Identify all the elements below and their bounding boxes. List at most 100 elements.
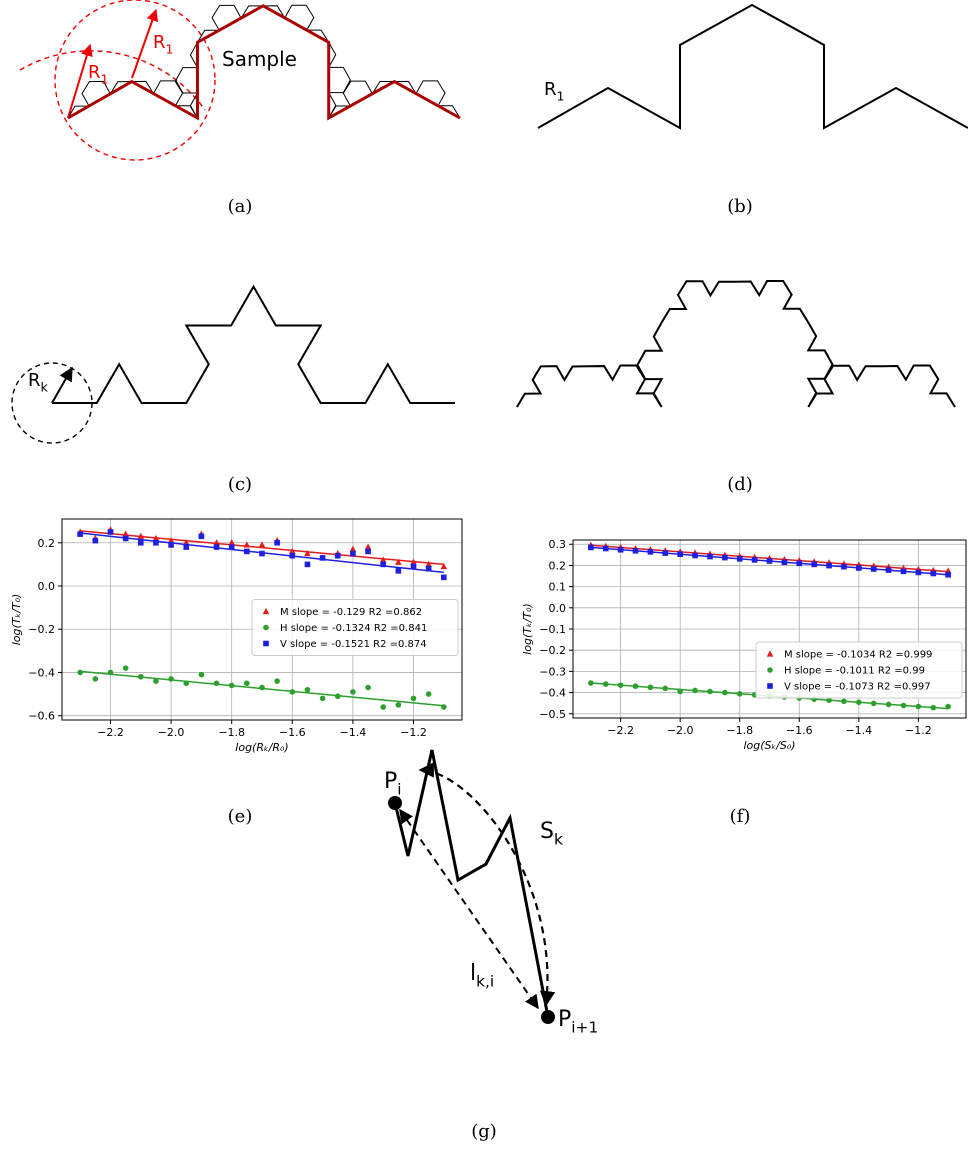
point (736, 691, 743, 697)
point (152, 534, 160, 542)
radius-arrow (131, 8, 159, 79)
caption: (c) (228, 474, 252, 495)
point (77, 531, 83, 537)
fractal-curve (52, 284, 455, 404)
point (781, 559, 788, 566)
point (304, 686, 311, 693)
point (213, 539, 220, 546)
point (811, 561, 817, 568)
legend-label: H slope = -0.1324 R2 =0.841 (280, 623, 427, 634)
point (107, 669, 114, 676)
point (92, 537, 99, 544)
point (707, 553, 713, 560)
radius-circle (54, 0, 216, 161)
point (289, 552, 296, 559)
point (602, 681, 609, 687)
point (198, 533, 205, 540)
label-text: R (544, 79, 557, 100)
point (153, 678, 159, 684)
y-tick-label: −0.3 (539, 665, 566, 678)
point (122, 665, 129, 671)
point (677, 551, 683, 557)
point (274, 539, 280, 546)
x-tick-label: −2.0 (158, 726, 185, 739)
point (677, 688, 683, 695)
point (632, 548, 639, 554)
caption: (a) (228, 196, 253, 217)
point (766, 558, 773, 564)
y-axis-label: log(Tₖ/T₀) (10, 594, 23, 646)
point (900, 702, 907, 709)
y-tick-label: −0.1 (539, 623, 566, 636)
point (365, 548, 371, 555)
point (915, 569, 922, 576)
x-tick-label: −1.4 (340, 726, 367, 739)
x-tick-label: −2.2 (607, 724, 634, 737)
point (870, 700, 877, 707)
point (244, 548, 250, 555)
arc-arrow (418, 762, 556, 1007)
point (167, 537, 175, 544)
label: Sample (222, 47, 297, 71)
point (945, 571, 951, 578)
point (289, 689, 296, 695)
point (662, 685, 669, 692)
point (841, 698, 847, 705)
point (410, 695, 417, 702)
caption: (f) (730, 806, 751, 827)
sample-curve (67, 4, 461, 121)
point (228, 544, 235, 550)
label-text: P (558, 1007, 571, 1032)
fractal-curve (537, 3, 968, 130)
point (692, 687, 698, 694)
point (856, 565, 862, 571)
point (692, 552, 698, 559)
y-tick-label: 0.2 (549, 559, 567, 572)
point (137, 539, 144, 546)
x-tick-label: −1.6 (786, 724, 813, 737)
point (617, 546, 624, 553)
point (410, 563, 417, 570)
point (425, 691, 432, 697)
point (319, 695, 326, 702)
point (856, 699, 862, 706)
point (930, 704, 937, 711)
panels (11, 0, 556, 1024)
label-sub: i+1 (571, 1019, 598, 1037)
point (228, 682, 235, 689)
y-tick-label: 0.3 (549, 538, 567, 551)
point (137, 673, 144, 680)
point (900, 568, 907, 575)
point (304, 561, 311, 568)
point (319, 555, 326, 561)
label-text: P (384, 769, 397, 794)
point (588, 680, 594, 686)
point (647, 549, 654, 555)
legend-swatch (767, 683, 773, 689)
point (107, 529, 114, 535)
label-text: R (28, 370, 41, 391)
legend-swatch (262, 607, 270, 615)
point (395, 558, 402, 565)
point (425, 565, 432, 572)
legend-label: V slope = -0.1521 R2 =0.874 (280, 639, 427, 650)
point (915, 703, 922, 710)
legend-swatch (767, 667, 773, 673)
y-tick-label: −0.2 (28, 623, 55, 636)
x-axis-label: log(Rₖ/R₀) (235, 741, 288, 754)
label: R1 (544, 79, 565, 103)
label-text: R (88, 62, 101, 83)
label-sub: 1 (557, 88, 565, 103)
point (395, 702, 402, 708)
legend-box (755, 641, 963, 699)
point (334, 552, 341, 559)
point (334, 693, 341, 700)
fractal-curve (516, 280, 956, 408)
point (440, 562, 448, 570)
plot-frame (61, 518, 463, 721)
point (198, 671, 205, 678)
legend-label: M slope = -0.129 R2 =0.862 (280, 607, 422, 618)
point (796, 560, 803, 567)
point (647, 684, 654, 691)
point (588, 544, 594, 551)
